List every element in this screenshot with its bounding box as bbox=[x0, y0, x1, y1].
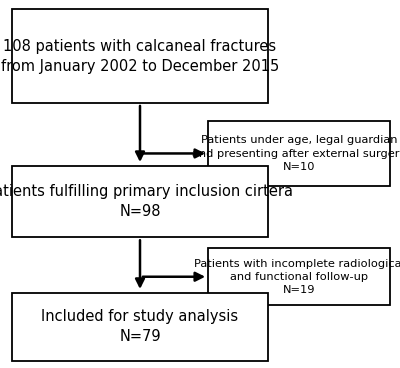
FancyBboxPatch shape bbox=[208, 248, 390, 305]
FancyBboxPatch shape bbox=[12, 166, 268, 237]
Text: Included for study analysis
N=79: Included for study analysis N=79 bbox=[42, 309, 238, 344]
FancyBboxPatch shape bbox=[208, 121, 390, 186]
Text: Patients fulfilling primary inclusion cirtera
N=98: Patients fulfilling primary inclusion ci… bbox=[0, 184, 294, 219]
Text: Patients with incomplete radiological
and functional follow-up
N=19: Patients with incomplete radiological an… bbox=[194, 259, 400, 295]
FancyBboxPatch shape bbox=[12, 293, 268, 361]
Text: Patients under age, legal guardian
and presenting after external surgery
N=10: Patients under age, legal guardian and p… bbox=[192, 135, 400, 172]
Text: 108 patients with calcaneal fractures
from January 2002 to December 2015: 108 patients with calcaneal fractures fr… bbox=[1, 39, 279, 74]
FancyBboxPatch shape bbox=[12, 9, 268, 103]
